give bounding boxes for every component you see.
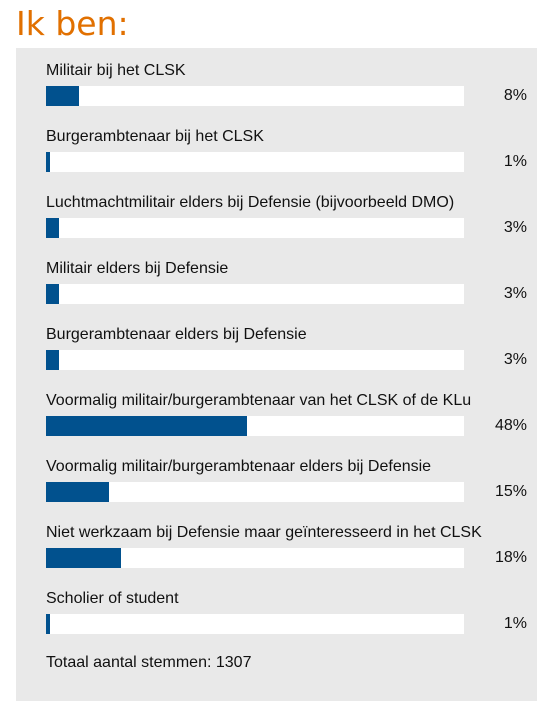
- poll-option-row: Luchtmachtmilitair elders bij Defensie (…: [16, 180, 537, 246]
- poll-percentage: 15%: [494, 483, 527, 500]
- poll-bar: [46, 614, 50, 634]
- poll-bar: [46, 284, 59, 304]
- poll-option-label: Militair bij het CLSK: [46, 62, 186, 79]
- poll-results-list: Militair bij het CLSK 8% Burgerambtenaar b…: [16, 48, 537, 642]
- poll-bar: [46, 350, 59, 370]
- poll-percentage: 1%: [503, 153, 527, 170]
- poll-option-row: Voormalig militair/burgerambtenaar van h…: [16, 378, 537, 444]
- poll-percentage: 18%: [494, 549, 527, 566]
- poll-bar-track: [46, 350, 464, 370]
- poll-option-label: Scholier of student: [46, 590, 179, 607]
- poll-results-panel: Militair bij het CLSK 8% Burgerambtenaar b…: [16, 48, 537, 701]
- poll-bar-track: [46, 614, 464, 634]
- poll-bar: [46, 416, 247, 436]
- poll-bar-track: [46, 482, 464, 502]
- poll-option-label: Luchtmachtmilitair elders bij Defensie (…: [46, 194, 455, 211]
- poll-bar-track: [46, 416, 464, 436]
- poll-percentage: 1%: [503, 615, 527, 632]
- poll-option-row: Militair bij het CLSK 8%: [16, 48, 537, 114]
- poll-percentage: 48%: [494, 417, 527, 434]
- poll-bar: [46, 548, 121, 568]
- poll-bar: [46, 218, 59, 238]
- poll-title: Ik ben:: [16, 4, 129, 43]
- poll-option-label: Niet werkzaam bij Defensie maar geïntere…: [46, 524, 482, 541]
- poll-option-label: Burgerambtenaar bij het CLSK: [46, 128, 264, 145]
- poll-percentage: 3%: [503, 285, 527, 302]
- poll-option-row: Voormalig militair/burgerambtenaar elder…: [16, 444, 537, 510]
- poll-percentage: 3%: [503, 351, 527, 368]
- poll-bar-track: [46, 86, 464, 106]
- poll-bar-track: [46, 284, 464, 304]
- poll-option-label: Voormalig militair/burgerambtenaar van h…: [46, 392, 472, 409]
- poll-option-row: Burgerambtenaar elders bij Defensie 3%: [16, 312, 537, 378]
- poll-bar-track: [46, 548, 464, 568]
- poll-bar-track: [46, 152, 464, 172]
- poll-option-row: Burgerambtenaar bij het CLSK 1%: [16, 114, 537, 180]
- poll-option-row: Militair elders bij Defensie 3%: [16, 246, 537, 312]
- poll-option-label: Voormalig militair/burgerambtenaar elder…: [46, 458, 432, 475]
- poll-percentage: 3%: [503, 219, 527, 236]
- poll-bar-track: [46, 218, 464, 238]
- poll-bar: [46, 482, 109, 502]
- poll-percentage: 8%: [503, 87, 527, 104]
- poll-option-row: Niet werkzaam bij Defensie maar geïntere…: [16, 510, 537, 576]
- poll-bar: [46, 152, 50, 172]
- poll-option-label: Burgerambtenaar elders bij Defensie: [46, 326, 307, 343]
- total-votes: Totaal aantal stemmen: 1307: [46, 654, 252, 671]
- poll-bar: [46, 86, 79, 106]
- poll-option-row: Scholier of student 1%: [16, 576, 537, 642]
- poll-option-label: Militair elders bij Defensie: [46, 260, 229, 277]
